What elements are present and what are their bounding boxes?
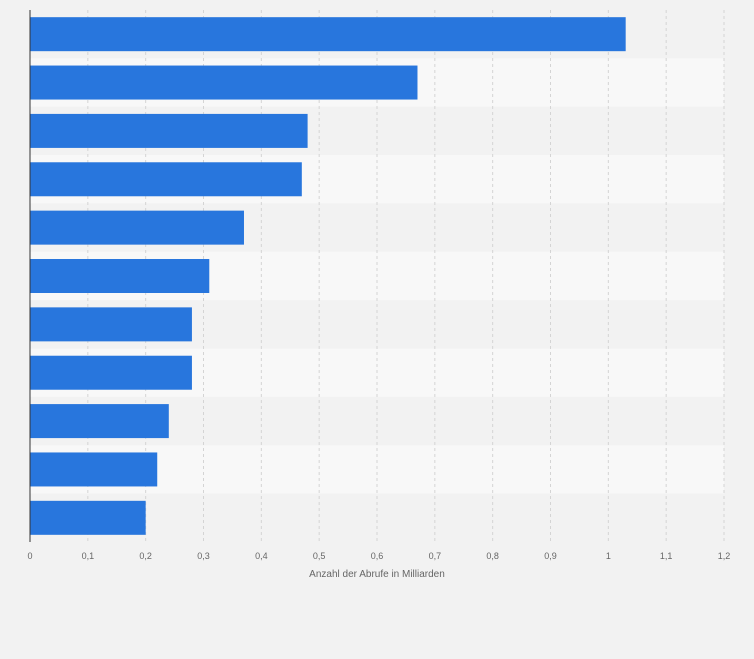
bar[interactable] xyxy=(30,404,169,439)
bar[interactable] xyxy=(30,307,192,342)
x-tick-label: 0,8 xyxy=(486,551,499,561)
x-tick-labels: 0 0,1 0,2 0,3 0,4 0,5 0,6 0,7 0,8 0,9 1 1,1 1,2 xyxy=(27,551,730,561)
x-tick-label: 0,6 xyxy=(371,551,384,561)
x-tick-label: 1,1 xyxy=(660,551,673,561)
bar[interactable] xyxy=(30,500,146,535)
bar[interactable] xyxy=(30,65,418,100)
bar[interactable] xyxy=(30,162,302,197)
bar[interactable] xyxy=(30,259,210,293)
bar[interactable] xyxy=(30,452,158,487)
x-tick-label: 0,5 xyxy=(313,551,326,561)
bar[interactable] xyxy=(30,210,244,245)
x-tick-label: 1,2 xyxy=(718,551,731,561)
x-tick-label: 0,2 xyxy=(139,551,152,561)
x-tick-label: 0 xyxy=(27,551,32,561)
x-tick-label: 0,1 xyxy=(82,551,95,561)
x-tick-label: 0,9 xyxy=(544,551,557,561)
bar[interactable] xyxy=(30,355,192,390)
x-tick-label: 1 xyxy=(606,551,611,561)
x-axis-title: Anzahl der Abrufe in Milliarden xyxy=(309,569,445,580)
bars xyxy=(30,17,626,535)
x-tick-label: 0,3 xyxy=(197,551,210,561)
x-tick-label: 0,7 xyxy=(429,551,442,561)
x-tick-label: 0,4 xyxy=(255,551,268,561)
bar[interactable] xyxy=(30,113,308,148)
bar[interactable] xyxy=(30,17,626,52)
